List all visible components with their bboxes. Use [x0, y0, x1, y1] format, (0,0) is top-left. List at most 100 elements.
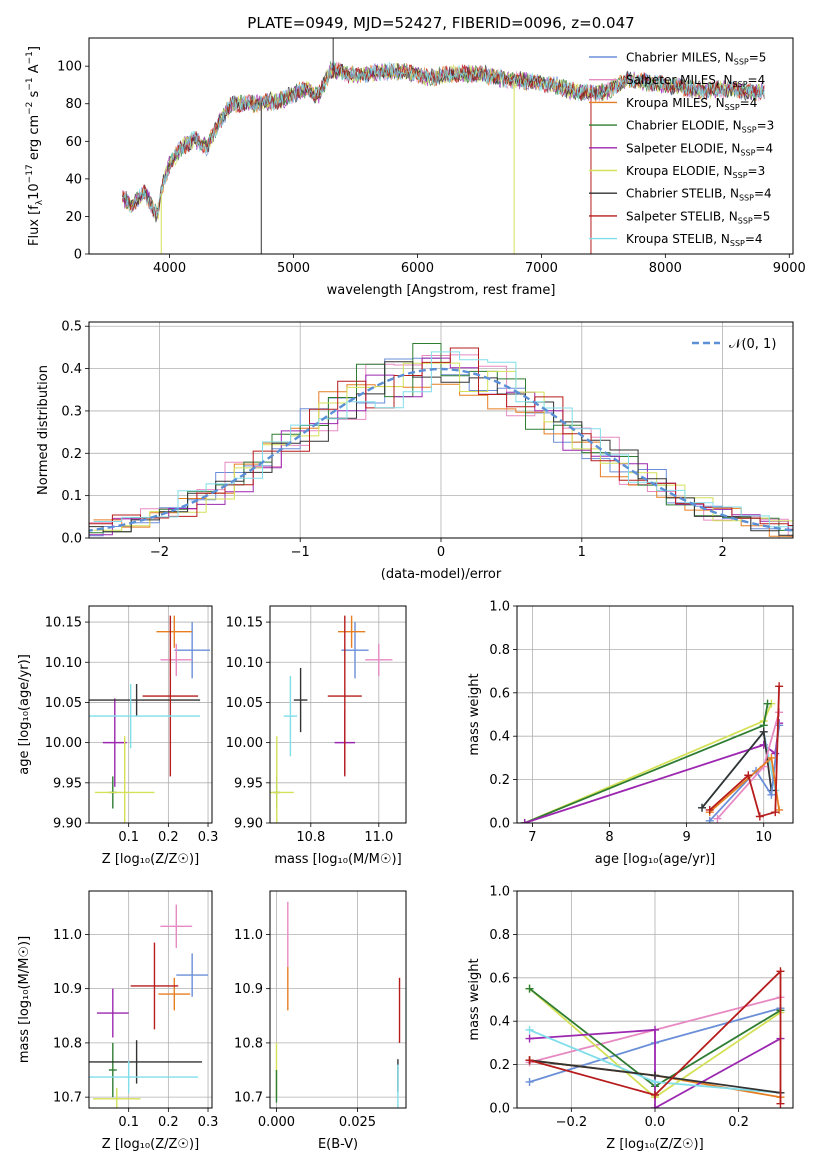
- y-tick-label: 10.00: [226, 736, 263, 751]
- axes-frame: [269, 890, 407, 1109]
- axes-frame: [269, 605, 407, 824]
- y-tick-label: 10.9: [53, 982, 82, 997]
- series-marker: [651, 1071, 659, 1080]
- plot-area: [89, 904, 209, 1108]
- errorbar-point: [92, 1087, 141, 1108]
- y-tick-label: 0.2: [61, 447, 82, 462]
- y-tick-label: 0.8: [489, 928, 510, 943]
- legend-entry: Salpeter MILES, NSSP=4: [626, 73, 765, 89]
- x-tick-label: 0.000: [258, 1115, 295, 1130]
- panel-mass_weight_vs_Z: −0.2 0.0 0.2 0.0 0.2 0.4 0.6 0.8 1.0: [489, 885, 794, 1130]
- errorbar-point: [89, 683, 201, 717]
- x-tick-label: 0.0: [645, 1115, 666, 1130]
- y-tick-label: 10.10: [45, 656, 82, 671]
- panel-age_vs_mass: 10.8 11.0 9.90 9.95 10.00 10.05 10.10 10.15: [226, 605, 407, 845]
- y-tick-label: 10.15: [226, 616, 263, 631]
- legend-entry: Kroupa ELODIE, NSSP=3: [626, 164, 765, 180]
- series-marker: [713, 814, 722, 823]
- series-line: [525, 1025, 785, 1108]
- errorbar-point: [160, 643, 193, 676]
- y-axis-label: age [log₁₀(age/yr)]: [17, 654, 32, 775]
- x-tick-label: 9000: [773, 261, 806, 276]
- panel-age_vs_Z: 0.1 0.2 0.3 9.90 9.95 10.00 10.05 10.10 10.15: [45, 605, 219, 845]
- series-marker: [651, 1025, 659, 1034]
- errorbar-point: [160, 904, 193, 948]
- y-tick-label: 10.05: [45, 696, 82, 711]
- histogram-series: [89, 343, 793, 534]
- x-tick-label: 0.2: [158, 1115, 179, 1130]
- plot-area: [525, 967, 785, 1108]
- histogram-series: [93, 362, 793, 531]
- x-tick-label: 5000: [277, 261, 310, 276]
- y-tick-label: 0.6: [489, 971, 510, 986]
- errorbar-point: [130, 942, 179, 1030]
- errorbar-point: [176, 953, 209, 997]
- y-tick-label: 0.5: [61, 320, 82, 335]
- series-marker: [525, 1056, 534, 1065]
- y-tick-label: 0.2: [489, 1058, 510, 1073]
- x-tick-label: 0.3: [198, 830, 219, 845]
- x-tick-label: 7000: [525, 261, 558, 276]
- histogram-series: [93, 351, 793, 528]
- x-tick-label: 9: [682, 830, 690, 845]
- errorbar-point: [94, 736, 155, 823]
- series-marker: [651, 1090, 659, 1099]
- series-marker: [771, 808, 780, 817]
- y-tick-label: 100: [57, 60, 82, 75]
- axes-frame: [88, 37, 794, 255]
- series-line: [525, 967, 785, 1108]
- y-axis-label: mass weight: [467, 673, 482, 755]
- errorbar-point: [142, 615, 199, 777]
- panel-mass_vs_ebv: 0.000 0.025 10.7 10.8 10.9 11.0: [234, 890, 407, 1130]
- series-marker: [776, 967, 785, 976]
- errorbar-point: [270, 736, 294, 823]
- x-tick-label: 8000: [649, 261, 682, 276]
- normal-curve: [89, 367, 793, 532]
- y-tick-label: 1.0: [489, 600, 510, 615]
- errorbar-point: [156, 615, 193, 648]
- histogram-series: [93, 383, 793, 537]
- axes-frame: [88, 890, 213, 1109]
- x-tick-label: −0.2: [556, 1115, 588, 1130]
- series-path: [524, 703, 769, 823]
- y-axis-label: mass weight: [467, 958, 482, 1040]
- y-tick-label: 10.7: [53, 1091, 82, 1106]
- series-line: [698, 727, 780, 812]
- y-tick-label: 10.8: [53, 1036, 82, 1051]
- y-tick-label: 0.3: [61, 404, 82, 419]
- series-marker: [705, 816, 714, 823]
- y-tick-label: 9.90: [234, 817, 263, 832]
- x-axis-label: age [log₁₀(age/yr)]: [595, 852, 716, 867]
- y-tick-label: 10.7: [234, 1091, 263, 1106]
- series-marker: [775, 721, 784, 730]
- panel-spectrum: 4000 5000 6000 7000 8000 9000 0 20 40 60 80 100: [57, 37, 806, 276]
- x-tick-label: 10.8: [296, 830, 325, 845]
- x-tick-label: 4000: [153, 261, 186, 276]
- x-tick-label: 11.0: [364, 830, 393, 845]
- x-tick-label: 8: [605, 830, 613, 845]
- x-axis-label: Z [log₁₀(Z/Z☉)]: [102, 1137, 199, 1152]
- y-tick-label: 60: [65, 135, 82, 150]
- series-marker: [698, 803, 707, 812]
- y-tick-label: 0.8: [489, 643, 510, 658]
- errorbar-point: [158, 977, 191, 1011]
- y-tick-label: 0.0: [489, 817, 510, 832]
- series-line: [705, 682, 784, 821]
- y-tick-label: 0.6: [489, 686, 510, 701]
- y-tick-label: 10.05: [226, 696, 263, 711]
- y-axis-label: Normed distribution: [36, 365, 51, 495]
- errorbar-point: [89, 683, 201, 749]
- y-tick-label: 9.90: [53, 817, 82, 832]
- legend-entry: Chabrier ELODIE, NSSP=3: [626, 119, 774, 135]
- plot-area: [89, 615, 211, 823]
- x-axis-label: Z [log₁₀(Z/Z☉)]: [102, 852, 199, 867]
- y-tick-label: 10.8: [234, 1036, 263, 1051]
- axes-frame: [88, 605, 213, 824]
- x-tick-label: 7: [528, 830, 536, 845]
- series-marker: [705, 805, 714, 814]
- series-marker: [744, 771, 753, 780]
- y-axis-label: mass [log₁₀(M/M☉)]: [17, 936, 32, 1063]
- series-marker: [525, 1034, 534, 1043]
- y-tick-label: 10.15: [45, 616, 82, 631]
- y-tick-label: 0.0: [61, 532, 82, 547]
